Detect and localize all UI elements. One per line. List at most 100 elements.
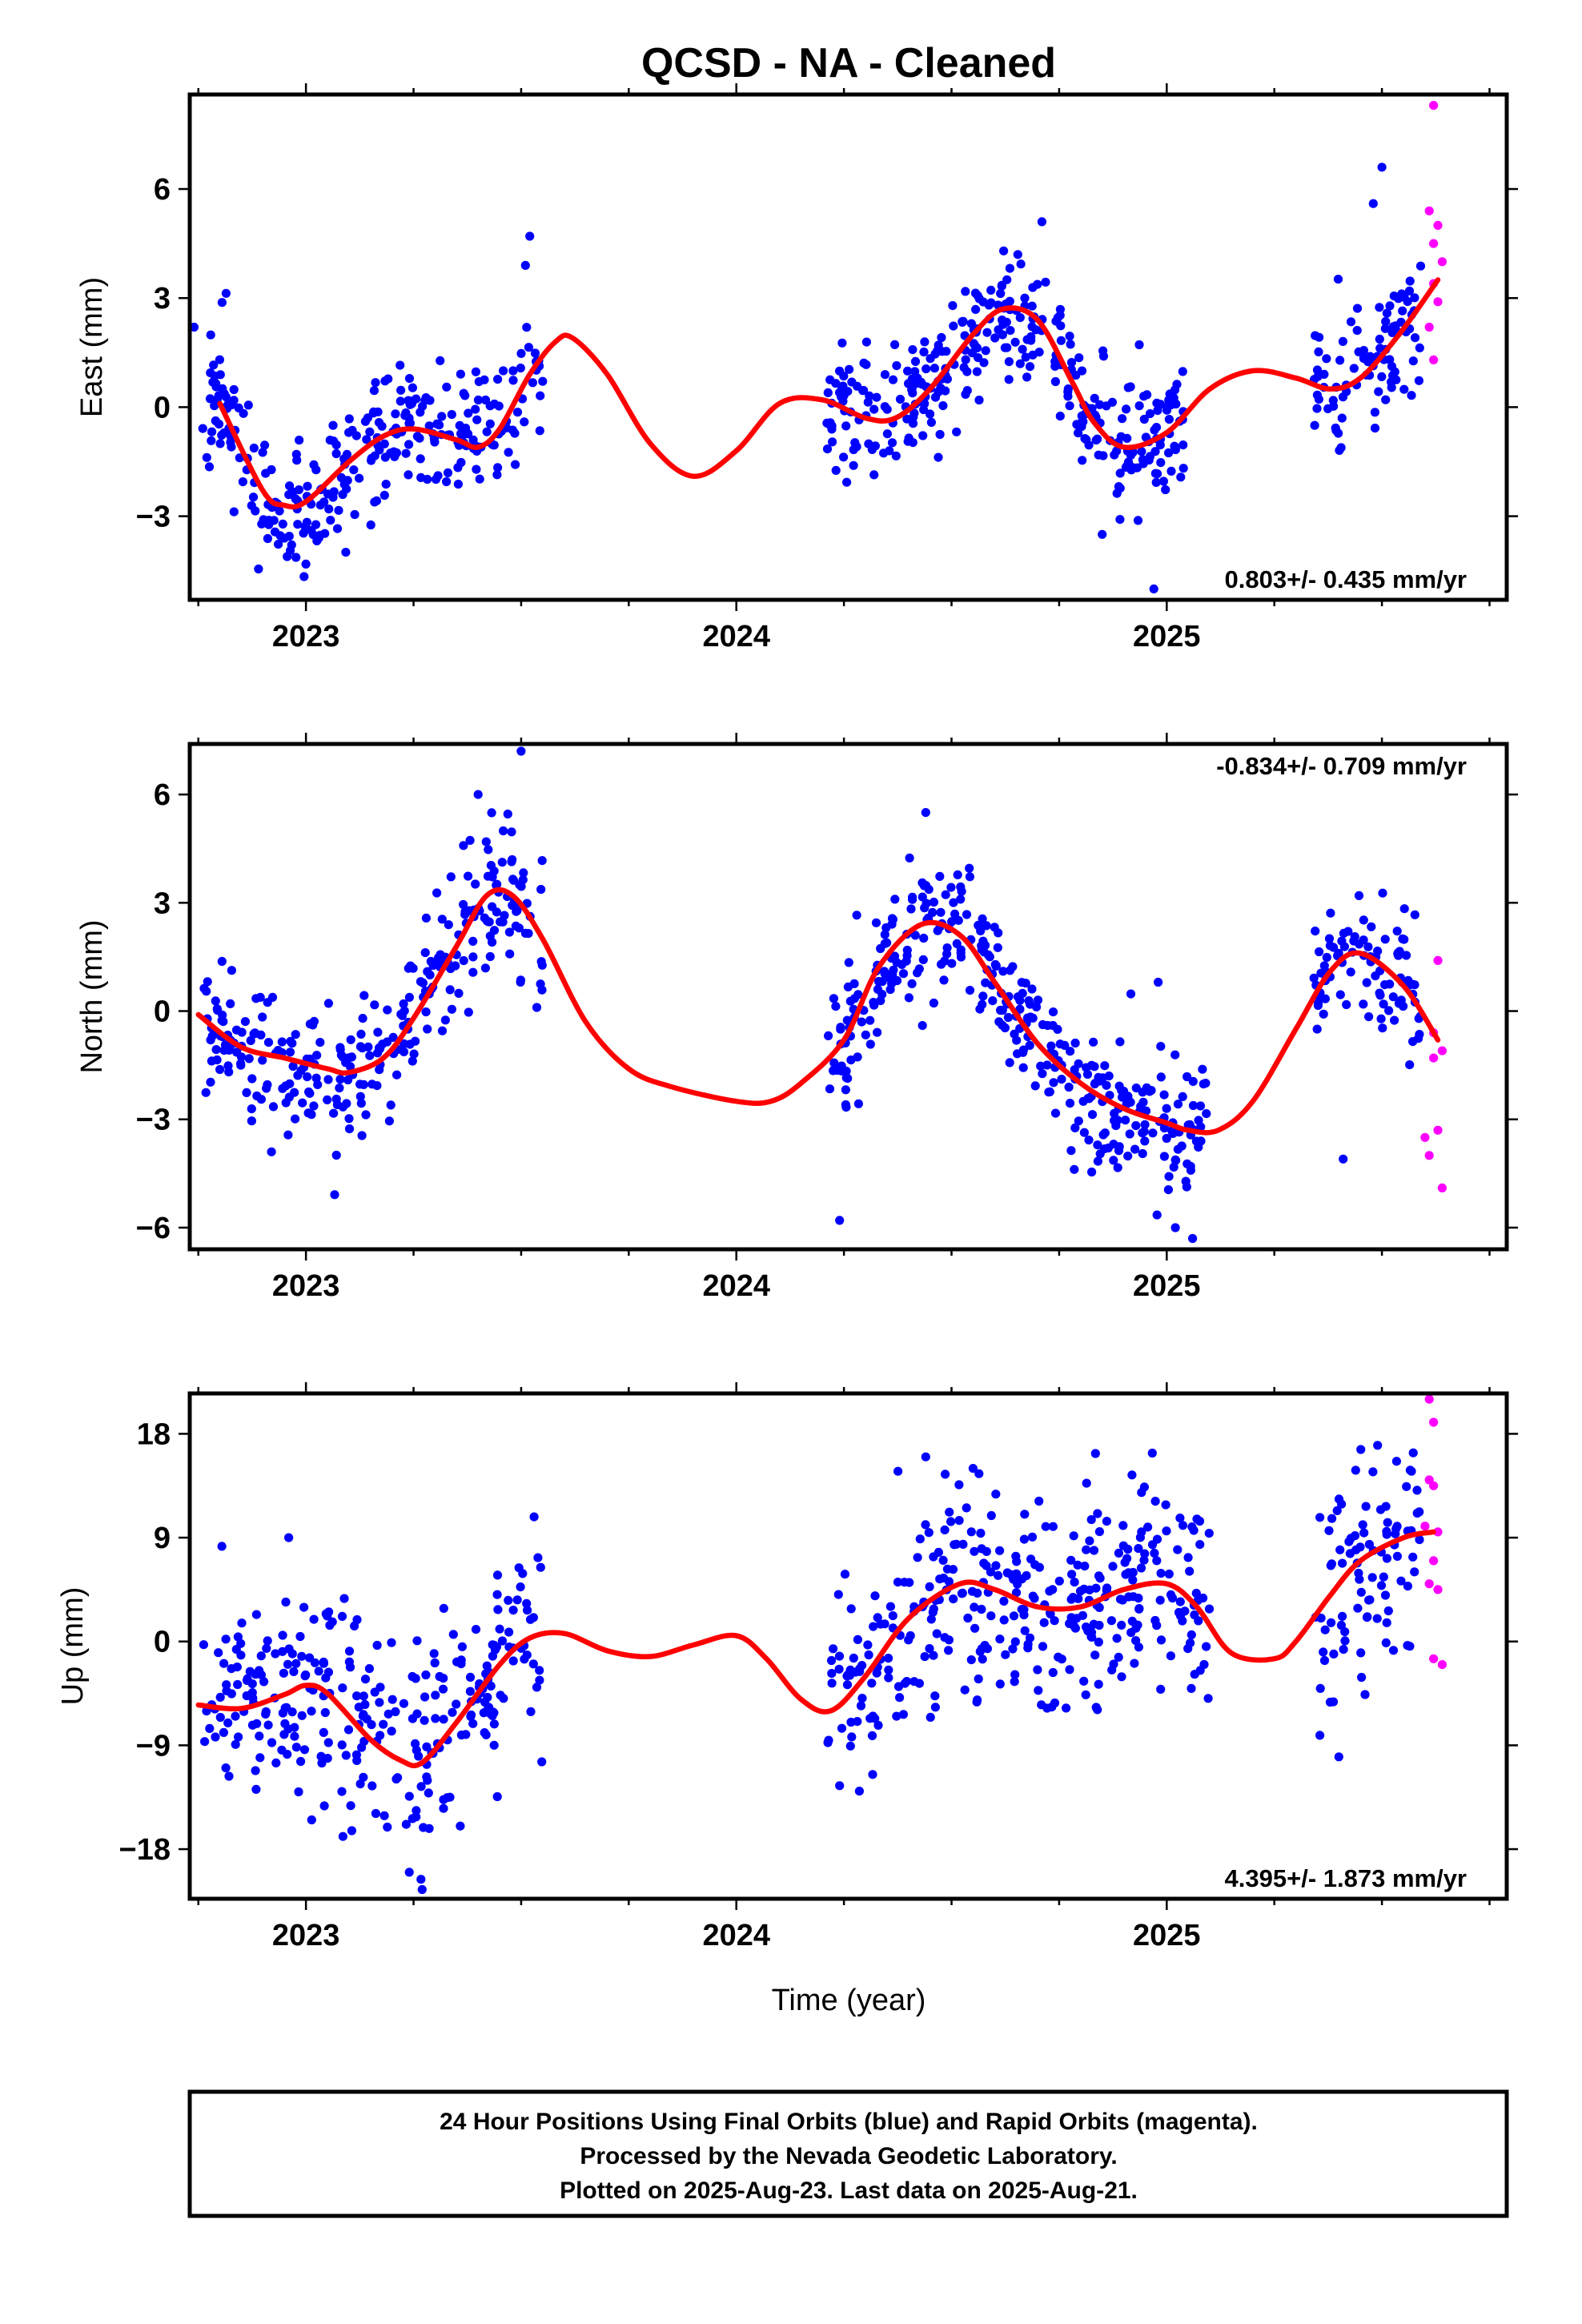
final-orbit-point <box>420 1692 430 1702</box>
final-orbit-point <box>343 1075 353 1085</box>
final-orbit-point <box>448 1707 457 1717</box>
final-orbit-point <box>1001 1650 1010 1659</box>
final-orbit-point <box>537 960 547 970</box>
final-orbit-point <box>474 377 484 387</box>
plot-frame <box>187 742 1509 1252</box>
final-orbit-point <box>950 909 960 919</box>
final-orbit-point <box>258 1012 267 1022</box>
final-orbit-point <box>508 366 518 376</box>
final-orbit-point <box>492 1590 502 1599</box>
final-orbit-point <box>1118 1541 1128 1550</box>
final-orbit-point <box>307 1707 316 1716</box>
final-orbit-point <box>1013 250 1022 259</box>
rapid-orbit-point <box>1433 1585 1443 1594</box>
final-orbit-point <box>481 837 491 846</box>
final-orbit-point <box>893 1682 904 1691</box>
final-orbit-point <box>1381 1638 1391 1647</box>
final-orbit-point <box>218 1011 227 1020</box>
final-orbit-point <box>1312 404 1322 413</box>
final-orbit-point <box>290 1723 299 1732</box>
final-orbit-point <box>1089 1037 1098 1047</box>
rapid-orbit-point <box>1433 297 1443 307</box>
final-orbit-point <box>1164 448 1174 458</box>
final-orbit-point <box>299 1745 310 1755</box>
final-orbit-point <box>1378 1023 1387 1033</box>
final-orbit-point <box>841 421 851 431</box>
final-orbit-point <box>829 994 838 1003</box>
final-orbit-point <box>335 1084 344 1093</box>
final-orbit-point <box>1112 446 1122 456</box>
final-orbit-point <box>837 392 846 402</box>
final-orbit-point <box>888 375 898 384</box>
final-orbit-point <box>978 1655 987 1664</box>
final-orbit-point <box>952 1539 962 1549</box>
rapid-orbit-point <box>1437 257 1447 267</box>
final-orbit-point <box>365 427 375 436</box>
final-orbit-point <box>361 1110 371 1120</box>
final-orbit-point <box>1152 1210 1162 1220</box>
final-orbit-point <box>869 1000 879 1010</box>
final-orbit-point <box>1005 263 1014 273</box>
final-orbit-point <box>849 1653 858 1663</box>
final-orbit-point <box>1185 1566 1195 1576</box>
final-orbit-point <box>430 1658 440 1668</box>
final-orbit-point <box>1008 1644 1018 1654</box>
final-orbit-point <box>1038 1069 1047 1079</box>
final-orbit-point <box>972 367 982 376</box>
final-orbit-point <box>888 1611 897 1621</box>
final-orbit-point <box>905 1630 915 1641</box>
final-orbit-point <box>1039 1618 1049 1627</box>
final-orbit-point <box>991 1561 1001 1570</box>
final-orbit-point <box>1065 1099 1075 1108</box>
final-orbit-point <box>947 917 957 927</box>
final-orbit-point <box>257 519 267 529</box>
final-orbit-point <box>1381 395 1391 404</box>
final-orbit-point <box>920 337 930 347</box>
final-orbit-point <box>329 436 339 446</box>
final-orbit-point <box>295 1631 305 1642</box>
final-orbit-point <box>516 746 526 756</box>
final-orbit-point <box>986 1611 996 1621</box>
final-orbit-point <box>921 899 931 908</box>
final-orbit-point <box>297 1711 307 1720</box>
final-orbit-point <box>1026 1554 1036 1564</box>
final-orbit-point <box>1178 1616 1187 1626</box>
final-orbit-point <box>822 418 832 428</box>
final-orbit-point <box>823 1738 833 1747</box>
footer-line-1: 24 Hour Positions Using Final Orbits (bl… <box>440 2109 1258 2135</box>
final-orbit-point <box>1046 1041 1056 1051</box>
final-orbit-point <box>233 1632 243 1642</box>
final-orbit-point <box>1311 927 1320 936</box>
final-orbit-point <box>919 347 929 357</box>
final-orbit-point <box>914 964 924 974</box>
final-orbit-point <box>528 378 538 388</box>
final-orbit-point <box>1350 932 1359 942</box>
final-orbit-point <box>853 1099 863 1108</box>
final-orbit-point <box>371 378 380 388</box>
final-orbit-point <box>438 1684 448 1694</box>
model-fit-curve <box>217 277 1441 510</box>
final-orbit-point <box>309 1016 319 1026</box>
final-orbit-point <box>224 1771 234 1781</box>
final-orbit-point <box>391 409 400 419</box>
final-orbit-point <box>423 474 432 485</box>
final-orbit-point <box>263 1080 272 1090</box>
final-orbit-point <box>893 1466 903 1476</box>
plot-area <box>190 101 1447 594</box>
final-orbit-point <box>489 1719 500 1729</box>
final-orbit-point <box>825 375 835 384</box>
final-orbit-point <box>350 1621 359 1630</box>
final-orbit-point <box>1012 1557 1022 1566</box>
final-orbit-point <box>1388 992 1398 1002</box>
final-orbit-point <box>1156 1684 1166 1694</box>
final-orbit-point <box>244 1054 254 1063</box>
final-orbit-point <box>1013 1579 1022 1589</box>
final-orbit-point <box>841 1102 851 1112</box>
final-orbit-point <box>307 1815 316 1825</box>
final-orbit-point <box>1320 994 1330 1003</box>
final-orbit-point <box>255 1666 264 1675</box>
final-orbit-point <box>910 367 920 376</box>
final-orbit-point <box>937 332 946 343</box>
final-orbit-point <box>841 1066 851 1076</box>
final-orbit-point <box>1139 392 1149 401</box>
